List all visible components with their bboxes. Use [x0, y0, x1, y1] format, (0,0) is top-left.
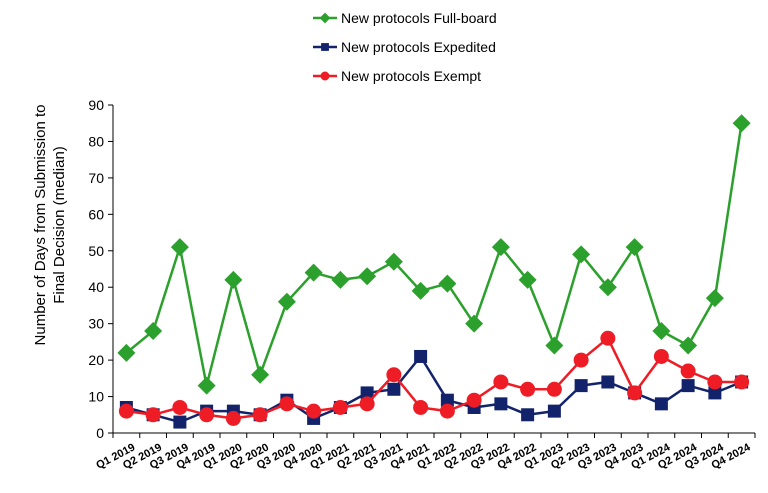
data-point — [279, 396, 295, 412]
data-point — [414, 349, 428, 363]
y-tick-label: 10 — [88, 389, 104, 405]
legend-item: New protocols Expedited — [313, 39, 496, 55]
data-point — [251, 365, 270, 384]
data-point — [465, 314, 484, 333]
data-point — [252, 407, 268, 423]
data-point — [440, 393, 454, 407]
data-point — [653, 348, 669, 364]
legend: New protocols Full-board New protocols Ex… — [313, 10, 497, 84]
data-point — [681, 379, 695, 393]
data-point — [734, 374, 750, 390]
y-axis: 0 10 20 30 40 50 60 70 80 90 — [88, 97, 114, 441]
data-point — [679, 336, 698, 355]
data-point — [360, 386, 374, 400]
data-point — [625, 238, 644, 257]
data-point — [547, 404, 561, 418]
data-point — [601, 375, 615, 389]
data-point — [652, 321, 671, 340]
y-axis-title: Number of Days from Submission to Final D… — [32, 105, 68, 346]
data-point — [306, 403, 322, 419]
data-point — [117, 343, 136, 362]
series-diamond — [117, 114, 751, 395]
data-point — [705, 289, 724, 308]
data-point — [707, 374, 723, 390]
data-point — [384, 252, 403, 271]
data-point — [598, 278, 617, 297]
data-point — [573, 352, 589, 368]
data-point — [199, 407, 215, 423]
data-point — [518, 270, 537, 289]
data-point — [439, 403, 455, 419]
legend-item: New protocols Full-board — [313, 10, 497, 26]
data-point — [627, 385, 643, 401]
data-point — [224, 270, 243, 289]
data-point — [572, 245, 591, 264]
data-point — [173, 415, 187, 429]
y-tick-label: 0 — [96, 425, 104, 441]
data-point — [732, 114, 751, 133]
data-point — [358, 267, 377, 286]
data-point — [145, 407, 161, 423]
data-point — [304, 263, 323, 282]
data-point — [170, 238, 189, 257]
y-tick-label: 70 — [88, 170, 104, 186]
y-tick-label: 20 — [88, 352, 104, 368]
data-point — [411, 281, 430, 300]
y-axis-label: Number of Days from Submission to Final D… — [32, 105, 68, 346]
data-point — [413, 399, 429, 415]
series-line — [125, 123, 743, 387]
data-point — [654, 397, 668, 411]
legend-label: New protocols Full-board — [341, 10, 497, 26]
data-point — [386, 367, 402, 383]
data-point — [494, 397, 508, 411]
data-point — [321, 43, 329, 51]
data-point — [708, 386, 722, 400]
series-circle — [118, 330, 750, 426]
data-point — [574, 379, 588, 393]
data-point — [493, 374, 509, 390]
y-tick-label: 40 — [88, 279, 104, 295]
data-point — [359, 396, 375, 412]
y-axis-title-line: Final Decision (median) — [51, 146, 68, 304]
y-axis-title-line: Number of Days from Submission to — [32, 105, 49, 346]
data-point — [144, 321, 163, 340]
data-point — [438, 274, 457, 293]
data-point — [545, 336, 564, 355]
y-tick-label: 80 — [88, 133, 104, 149]
data-point — [319, 12, 331, 24]
data-point — [277, 292, 296, 311]
data-point — [521, 408, 535, 422]
data-point — [332, 399, 348, 415]
data-point — [118, 403, 134, 419]
data-point — [320, 71, 330, 81]
y-tick-label: 90 — [88, 97, 104, 113]
data-point — [600, 330, 616, 346]
series-line — [126, 355, 743, 424]
data-point — [387, 382, 401, 396]
data-point — [172, 399, 188, 415]
legend-label: New protocols Exempt — [341, 68, 481, 84]
data-point — [331, 270, 350, 289]
plot-area — [117, 114, 751, 429]
data-point — [546, 381, 562, 397]
data-point — [520, 381, 536, 397]
data-point — [680, 363, 696, 379]
y-tick-label: 30 — [88, 316, 104, 332]
data-point — [197, 376, 216, 395]
data-point — [225, 410, 241, 426]
y-tick-label: 60 — [88, 206, 104, 222]
data-point — [491, 238, 510, 257]
data-point — [466, 392, 482, 408]
legend-label: New protocols Expedited — [341, 39, 496, 55]
y-tick-label: 50 — [88, 243, 104, 259]
legend-item: New protocols Exempt — [313, 68, 481, 84]
